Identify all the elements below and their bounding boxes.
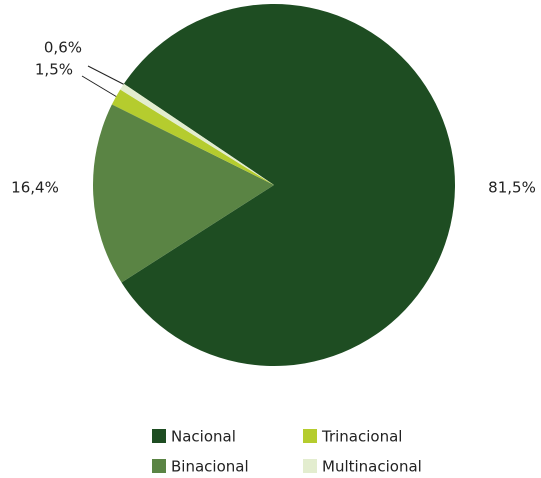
pie-slice (92, 104, 274, 283)
legend-swatch (303, 459, 317, 473)
pie-slice (121, 3, 455, 366)
legend-label: Nacional (171, 428, 236, 446)
legend-label: Trinacional (321, 428, 402, 446)
leader-line (87, 65, 128, 87)
slice-label: 0,6% (44, 39, 82, 57)
slice-label: 16,4% (11, 179, 59, 197)
legend-swatch (152, 429, 166, 443)
legend-swatch (303, 429, 317, 443)
pie-slice (120, 83, 274, 185)
leader-line (81, 75, 118, 98)
slice-label: 1,5% (35, 61, 73, 79)
pie-slice (111, 89, 274, 185)
legend-swatch (152, 459, 166, 473)
legend-label: Binacional (171, 458, 249, 476)
legend-label: Multinacional (322, 458, 422, 476)
slice-label: 81,5% (488, 179, 536, 197)
